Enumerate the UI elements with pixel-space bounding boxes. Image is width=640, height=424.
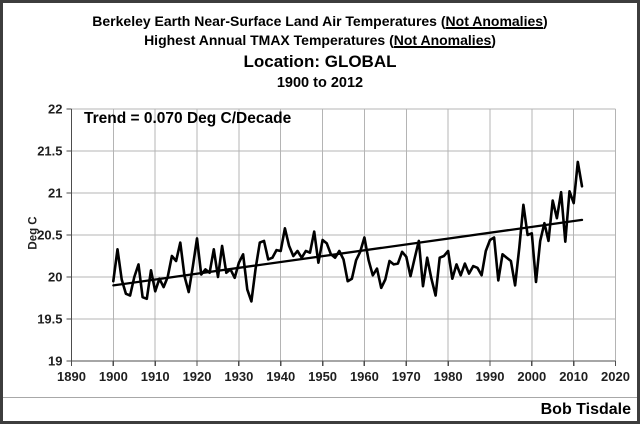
y-tick-label: 21	[48, 186, 62, 201]
title-1-post: )	[543, 13, 548, 29]
y-tick-label: 22	[48, 102, 62, 117]
title-2-post: )	[491, 32, 496, 48]
chart-title-line-2: Highest Annual TMAX Temperatures (Not An…	[3, 32, 637, 48]
x-tick-label: 1920	[183, 369, 212, 384]
title-1-underlined: Not Anomalies	[445, 13, 544, 29]
y-tick-label: 19.5	[37, 312, 62, 327]
x-tick-label: 2020	[601, 369, 630, 384]
y-tick-label: 20.5	[37, 228, 62, 243]
y-tick-label: 19	[48, 354, 62, 369]
y-tick-label: 21.5	[37, 144, 62, 159]
chart-title-location: Location: GLOBAL	[243, 52, 397, 71]
title-2-underlined: Not Anomalies	[393, 32, 492, 48]
x-tick-label: 1990	[476, 369, 505, 384]
y-tick-label: 20	[48, 270, 62, 285]
x-tick-label: 2000	[517, 369, 546, 384]
chart-plot-area: 1890 1900 1910 1920 1930 1940 1950 1960 1970 1980…	[3, 102, 637, 398]
x-tick-label: 1890	[57, 369, 86, 384]
trend-annotation: Trend = 0.070 Deg C/Decade	[84, 110, 292, 127]
x-tick-label: 1940	[266, 369, 295, 384]
y-axis-title: Deg C	[27, 216, 40, 250]
title-1-pre: Berkeley Earth Near-Surface Land Air Tem…	[92, 13, 446, 29]
x-tick-label: 2010	[559, 369, 588, 384]
chart-title-period: 1900 to 2012	[276, 75, 364, 91]
author-signature: Bob Tisdale	[540, 401, 631, 418]
x-tick-label: 1960	[350, 369, 379, 384]
temperature-series-line	[112, 160, 584, 303]
x-tick-label: 1950	[308, 369, 337, 384]
x-tick-label: 1930	[224, 369, 253, 384]
title-2-pre: Highest Annual TMAX Temperatures (	[144, 32, 394, 48]
x-tick-label: 1970	[392, 369, 421, 384]
x-tick-label: 1980	[434, 369, 463, 384]
chart-title-line-1: Berkeley Earth Near-Surface Land Air Tem…	[3, 13, 637, 29]
x-tick-label: 1900	[99, 369, 128, 384]
x-tick-label: 1910	[141, 369, 170, 384]
